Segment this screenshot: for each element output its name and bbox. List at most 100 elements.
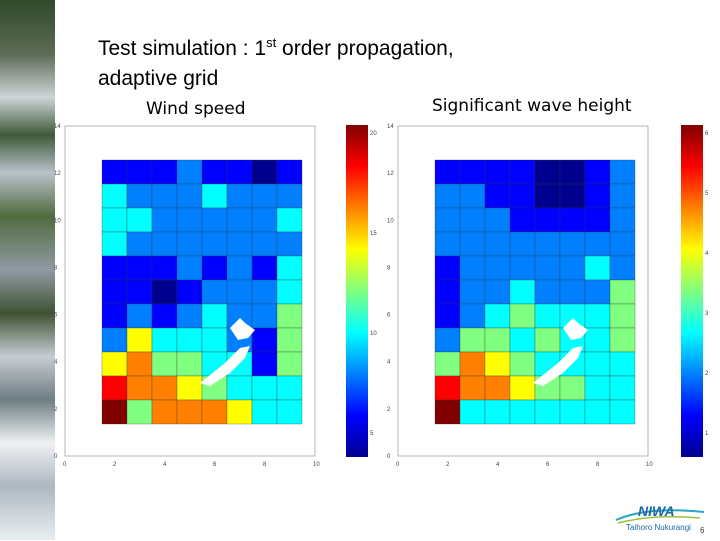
grid-cell — [201, 399, 228, 425]
grid-cell — [484, 399, 511, 425]
wind-speed-colorbar: 20 15 10 5 — [346, 125, 377, 457]
y-tick-label: 10 — [54, 218, 61, 224]
grid-cell — [559, 279, 586, 305]
grid-cell — [251, 183, 278, 209]
grid-cell — [609, 303, 636, 329]
colorbar-tick-label: 2 — [705, 371, 709, 377]
grid-cell — [459, 207, 486, 233]
grid-cell — [126, 159, 153, 185]
grid-cell — [434, 231, 461, 257]
grid-cell — [584, 351, 611, 377]
grid-cell — [276, 159, 303, 185]
grid-cell — [559, 183, 586, 209]
grid-cell — [276, 183, 303, 209]
grid-cell — [276, 231, 303, 257]
grid-cell — [276, 207, 303, 233]
wind-speed-label: Wind speed — [146, 99, 246, 119]
y-tick-label: 14 — [387, 124, 394, 130]
grid-cell — [151, 207, 178, 233]
grid-cell — [459, 375, 486, 401]
grid-cell — [584, 327, 611, 353]
grid-cell — [484, 255, 511, 281]
grid-cell — [609, 159, 636, 185]
grid-cell — [509, 159, 536, 185]
y-tick-label: 2 — [54, 407, 58, 413]
grid-cell — [609, 351, 636, 377]
grid-cell — [609, 327, 636, 353]
grid-cell — [509, 375, 536, 401]
wave-height-grid — [434, 159, 636, 425]
grid-cell — [151, 327, 178, 353]
grid-cell — [459, 159, 486, 185]
wave-height-colorbar: 6 5 4 3 2 1 — [681, 125, 709, 457]
grid-cell — [251, 375, 278, 401]
grid-cell — [101, 207, 128, 233]
grid-cell — [584, 255, 611, 281]
grid-cell — [434, 255, 461, 281]
grid-cell — [101, 351, 128, 377]
x-tick-label: 2 — [446, 462, 450, 468]
grid-cell — [276, 327, 303, 353]
grid-cell — [126, 351, 153, 377]
grid-cell — [584, 279, 611, 305]
grid-cell — [584, 231, 611, 257]
grid-cell — [609, 375, 636, 401]
colorbar-tick-label: 4 — [705, 251, 709, 257]
grid-cell — [176, 183, 203, 209]
grid-cell — [251, 351, 278, 377]
grid-cell — [126, 279, 153, 305]
grid-cell — [101, 303, 128, 329]
grid-cell — [276, 279, 303, 305]
grid-cell — [509, 183, 536, 209]
grid-cell — [176, 375, 203, 401]
x-tick-label: 0 — [63, 462, 67, 468]
grid-cell — [126, 255, 153, 281]
grid-cell — [509, 399, 536, 425]
grid-cell — [609, 183, 636, 209]
grid-cell — [584, 375, 611, 401]
grid-cell — [434, 183, 461, 209]
grid-cell — [126, 303, 153, 329]
grid-cell — [176, 327, 203, 353]
grid-cell — [459, 327, 486, 353]
grid-cell — [151, 183, 178, 209]
wind-speed-overlay — [200, 318, 255, 386]
grid-cell — [176, 399, 203, 425]
wave-height-label: Significant wave height — [432, 96, 632, 116]
grid-cell — [201, 159, 228, 185]
grid-cell — [434, 303, 461, 329]
grid-cell — [176, 255, 203, 281]
grid-cell — [509, 255, 536, 281]
grid-cell — [126, 327, 153, 353]
x-tick-label: 10 — [313, 462, 320, 468]
grid-cell — [559, 375, 586, 401]
grid-cell — [251, 279, 278, 305]
y-tick-label: 12 — [387, 171, 394, 177]
grid-cell — [509, 327, 536, 353]
satellite-image-strip — [0, 0, 55, 540]
grid-cell — [584, 183, 611, 209]
grid-cell — [459, 303, 486, 329]
grid-cell — [251, 207, 278, 233]
grid-cell — [251, 231, 278, 257]
colorbar-tick-label: 20 — [370, 131, 377, 137]
grid-cell — [101, 231, 128, 257]
grid-cell — [176, 207, 203, 233]
grid-cell — [584, 399, 611, 425]
y-tick-label: 0 — [54, 454, 58, 460]
y-tick-label: 14 — [54, 124, 61, 130]
grid-cell — [151, 399, 178, 425]
grid-cell — [484, 303, 511, 329]
grid-cell — [534, 399, 561, 425]
colorbar-tick-label: 6 — [705, 131, 709, 137]
svg-text:6: 6 — [700, 526, 705, 535]
grid-cell — [151, 279, 178, 305]
grid-cell — [126, 375, 153, 401]
grid-cell — [201, 303, 228, 329]
colorbar-tick-label: 5 — [370, 431, 374, 437]
wave-height-overlay — [533, 318, 588, 386]
grid-cell — [509, 207, 536, 233]
grid-cell — [151, 303, 178, 329]
grid-cell — [534, 159, 561, 185]
grid-cell — [226, 183, 253, 209]
